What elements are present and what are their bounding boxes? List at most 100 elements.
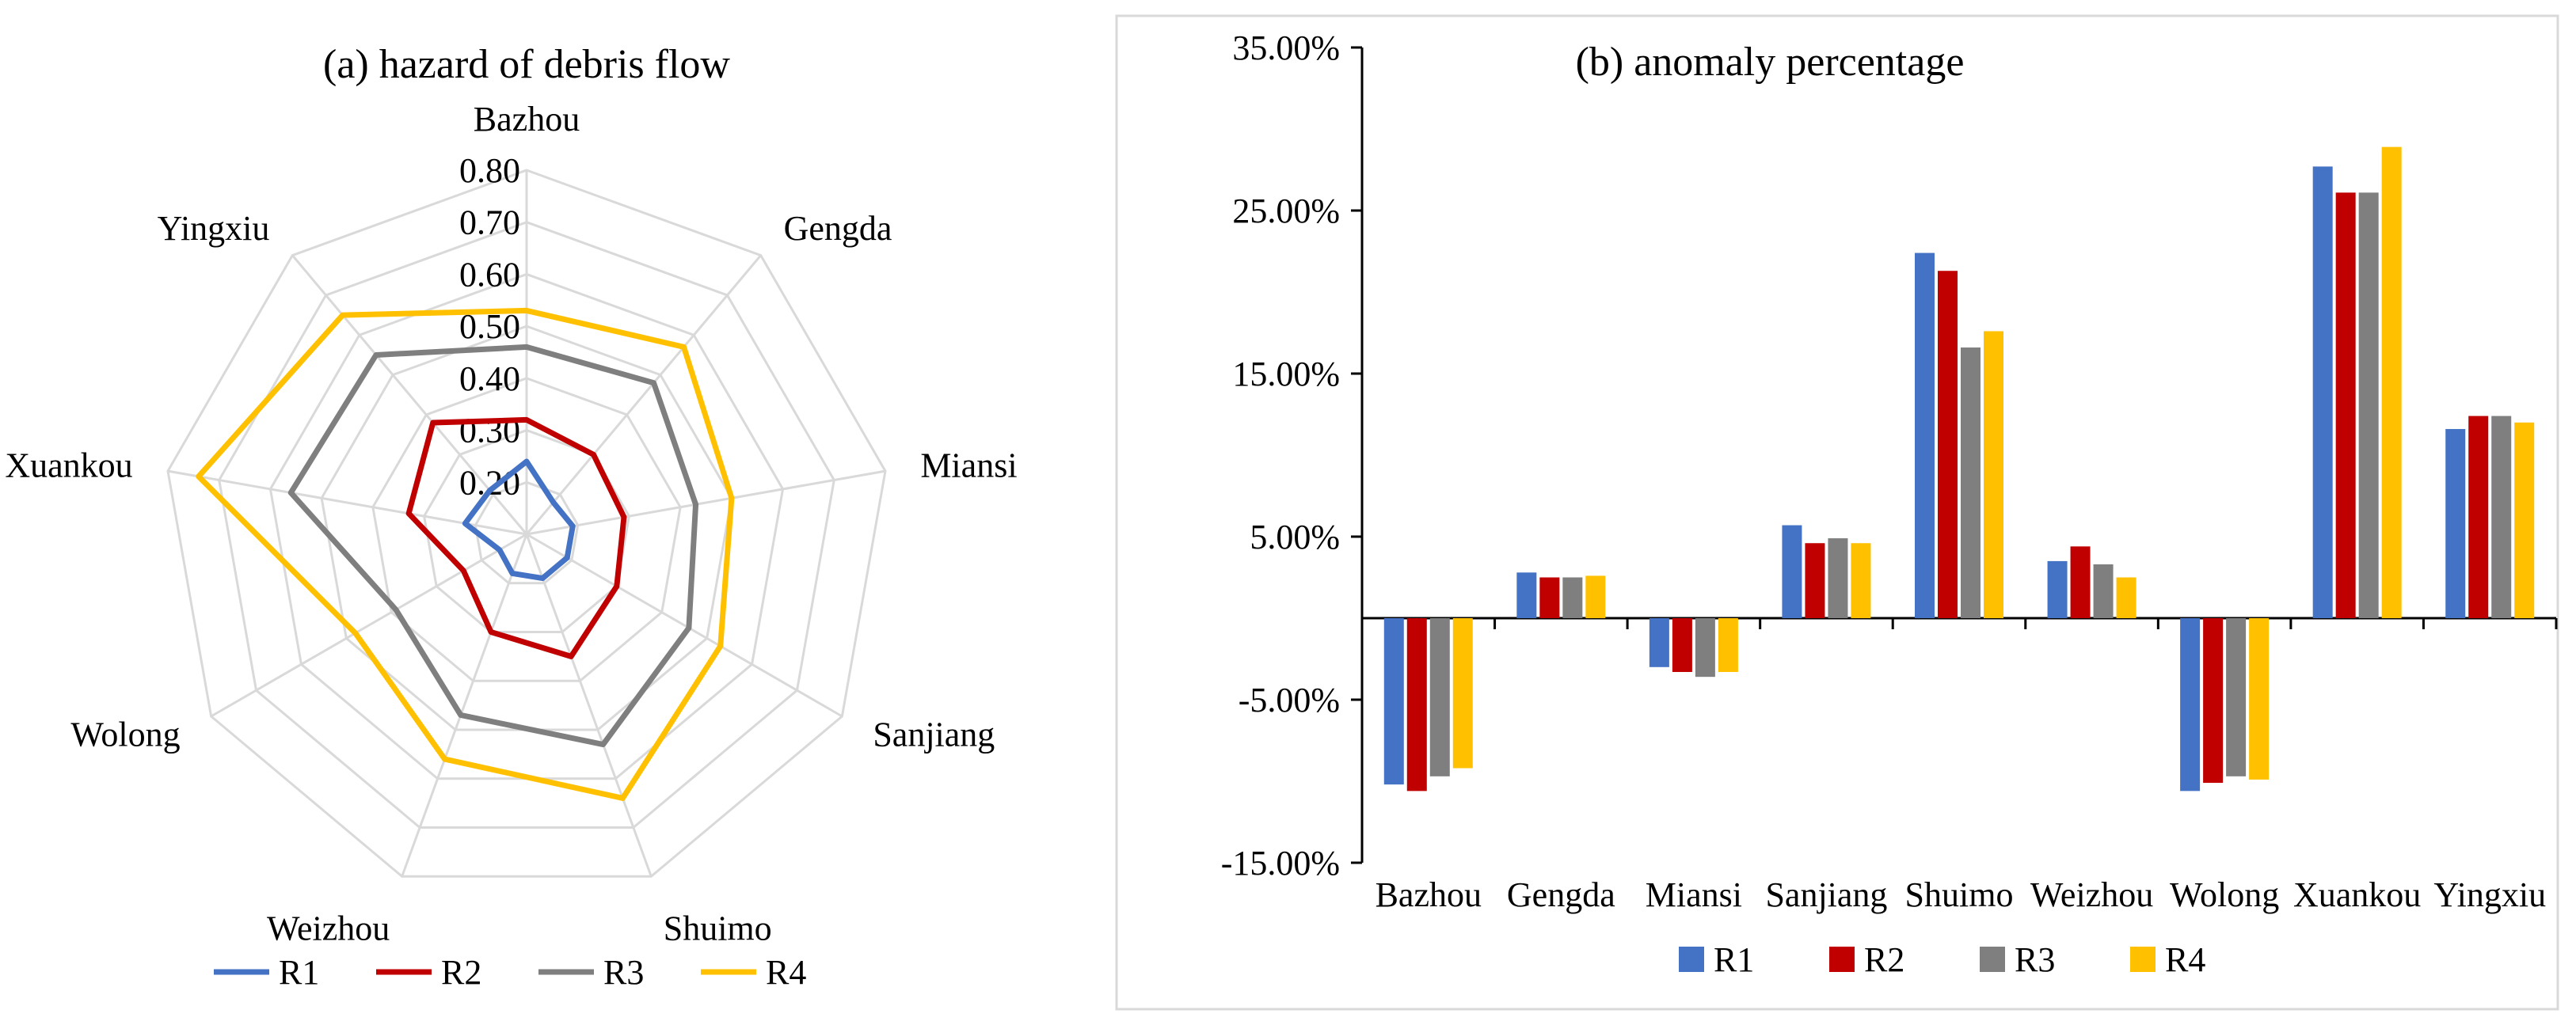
bar-yingxiu-r4 bbox=[2514, 422, 2535, 618]
bar-miansi-r4 bbox=[1718, 618, 1738, 672]
bar-miansi-r2 bbox=[1672, 618, 1692, 672]
radar-series bbox=[196, 307, 735, 801]
radar-tick-label: 0.70 bbox=[459, 203, 520, 242]
bar-x-category-label: Yingxiu bbox=[2433, 875, 2546, 914]
radar-legend-label: R1 bbox=[279, 953, 319, 992]
radar-spoke bbox=[210, 533, 527, 718]
bar-y-tick-label: 35.00% bbox=[1232, 28, 1340, 67]
bar-wolong-r1 bbox=[2180, 618, 2201, 792]
radar-axis-label: Wolong bbox=[70, 716, 180, 754]
radar-axis-label: Shuimo bbox=[664, 909, 772, 948]
radar-axis-label: Gengda bbox=[784, 209, 892, 248]
bar-chart-title: (b) anomaly percentage bbox=[1576, 40, 1965, 85]
bar-yingxiu-r2 bbox=[2468, 416, 2489, 618]
radar-tick-label: 0.60 bbox=[459, 255, 520, 294]
bar-xuankou-r4 bbox=[2381, 146, 2402, 618]
bar-legend-swatch bbox=[2130, 947, 2156, 972]
bar-y-tick-label: 5.00% bbox=[1250, 518, 1340, 556]
bar-wolong-r2 bbox=[2203, 618, 2224, 784]
bar-wolong-r3 bbox=[2226, 618, 2247, 776]
bar-yingxiu-r1 bbox=[2445, 429, 2466, 618]
radar-axis-label: Sanjiang bbox=[873, 716, 995, 754]
radar-spoke bbox=[525, 254, 762, 535]
radar-spoke bbox=[401, 533, 528, 877]
radar-spoke bbox=[291, 254, 528, 535]
bar-shuimo-r2 bbox=[1938, 271, 1958, 618]
bar-weizhou-r4 bbox=[2116, 577, 2137, 618]
radar-series-line-r4 bbox=[196, 307, 735, 801]
bar-bazhou-r1 bbox=[1383, 618, 1404, 785]
bar-legend-label: R4 bbox=[2165, 940, 2205, 979]
radar-spoke bbox=[525, 533, 653, 877]
bar-x-category-label: Bazhou bbox=[1376, 875, 1482, 914]
bar-gengda-r2 bbox=[1539, 577, 1560, 618]
bar-sanjiang-r4 bbox=[1851, 543, 1871, 618]
radar-spoke bbox=[526, 469, 886, 536]
radar-series-line-r2 bbox=[405, 416, 627, 659]
bar-bazhou-r4 bbox=[1452, 618, 1473, 769]
bar-shuimo-r4 bbox=[1984, 331, 2003, 618]
bar-gengda-r4 bbox=[1585, 575, 1606, 618]
bar-xuankou-r1 bbox=[2312, 166, 2333, 618]
bar-weizhou-r3 bbox=[2093, 564, 2114, 618]
bar-y-tick-label: -15.00% bbox=[1221, 844, 1340, 883]
bar-chart-panel: (b) anomaly percentage -15.00% -5.00% 5.00… bbox=[1115, 14, 2559, 1011]
bar-x-category-label: Wolong bbox=[2170, 875, 2279, 914]
radar-chart-panel: (a) hazard of debris flow Bazhou Gengda Mi… bbox=[5, 42, 1017, 992]
radar-grid-ring bbox=[218, 221, 835, 829]
bar-y-tick-label: -5.00% bbox=[1239, 681, 1340, 719]
bar-y-tick-label: 25.00% bbox=[1232, 192, 1340, 230]
radar-tick-label: 0.40 bbox=[459, 359, 520, 398]
radar-tick-label: 0.20 bbox=[459, 463, 520, 502]
bar-legend-swatch bbox=[1829, 947, 1855, 972]
radar-grid bbox=[166, 169, 887, 878]
bar-shuimo-r1 bbox=[1915, 252, 1935, 618]
radar-legend: R1 R2 R3 R4 bbox=[214, 953, 806, 992]
bar-legend-label: R1 bbox=[1714, 940, 1754, 979]
radar-axis-label: Bazhou bbox=[474, 100, 580, 139]
bar-miansi-r3 bbox=[1695, 618, 1715, 678]
radar-axis-label: Weizhou bbox=[267, 909, 390, 948]
bar-sanjiang-r1 bbox=[1782, 525, 1802, 618]
bar-gengda-r1 bbox=[1516, 572, 1537, 618]
bar-weizhou-r2 bbox=[2070, 546, 2091, 618]
bar-y-tick-label: 15.00% bbox=[1232, 355, 1340, 393]
radar-legend-label: R4 bbox=[766, 953, 806, 992]
radar-axis-label: Yingxiu bbox=[158, 209, 270, 248]
radar-grid-ring bbox=[166, 169, 887, 878]
bar-legend-label: R2 bbox=[1864, 940, 1904, 979]
radar-grid-ring bbox=[371, 377, 682, 682]
bar-bazhou-r2 bbox=[1406, 618, 1427, 792]
bar-legend-swatch bbox=[1980, 947, 2005, 972]
radar-axis-label: Miansi bbox=[920, 446, 1017, 484]
bar-x-category-label: Weizhou bbox=[2030, 875, 2153, 914]
bar-shuimo-r3 bbox=[1961, 347, 1981, 618]
bar-legend-label: R3 bbox=[2015, 940, 2055, 979]
bar-wolong-r4 bbox=[2249, 618, 2270, 780]
bar-gengda-r3 bbox=[1562, 577, 1583, 618]
radar-tick-labels: 0.200.300.400.500.600.700.80 bbox=[459, 151, 520, 502]
radar-axis-labels: Bazhou Gengda Miansi Sanjiang Shuimo Weizhou W… bbox=[5, 100, 1017, 948]
bar-x-category-label: Miansi bbox=[1646, 875, 1742, 914]
radar-legend-label: R2 bbox=[441, 953, 481, 992]
bar-x-category-label: Gengda bbox=[1507, 875, 1615, 914]
bar-x-category-label: Xuankou bbox=[2293, 875, 2421, 914]
bar-bazhou-r3 bbox=[1429, 618, 1450, 776]
bar-chart-axes: -15.00% -5.00% 5.00% 15.00% 25.00% 35.00% Bazh… bbox=[1221, 28, 2558, 914]
bar-chart-frame bbox=[1115, 14, 2559, 1011]
bar-chart-bars bbox=[1383, 146, 2535, 792]
bar-weizhou-r1 bbox=[2047, 560, 2068, 618]
radar-chart-title: (a) hazard of debris flow bbox=[323, 42, 730, 87]
bar-x-category-label: Sanjiang bbox=[1765, 875, 1887, 914]
bar-xuankou-r3 bbox=[2358, 192, 2379, 619]
radar-tick-label: 0.80 bbox=[459, 151, 520, 190]
radar-spoke bbox=[526, 533, 843, 718]
bar-xuankou-r2 bbox=[2335, 192, 2356, 619]
bar-x-category-label: Shuimo bbox=[1905, 875, 2014, 914]
radar-legend-label: R3 bbox=[603, 953, 644, 992]
radar-series-line-r3 bbox=[287, 344, 699, 748]
bar-miansi-r1 bbox=[1649, 618, 1669, 667]
bar-sanjiang-r3 bbox=[1828, 538, 1848, 618]
bar-yingxiu-r3 bbox=[2491, 416, 2512, 618]
